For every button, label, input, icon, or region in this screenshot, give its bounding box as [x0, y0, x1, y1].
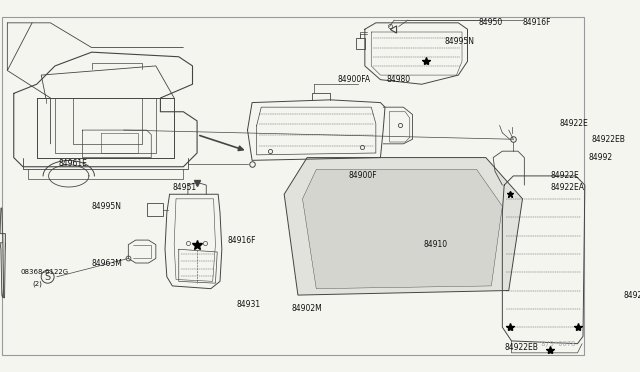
Text: 84950: 84950	[479, 18, 503, 27]
Bar	[147, 203, 163, 216]
Text: 84931: 84931	[237, 300, 260, 309]
Text: 84910: 84910	[424, 240, 447, 249]
Text: (2): (2)	[32, 281, 42, 287]
Bar	[356, 38, 365, 49]
Text: 84920: 84920	[623, 291, 640, 299]
Text: 84995N: 84995N	[92, 202, 122, 211]
Text: 84995N: 84995N	[445, 37, 475, 46]
Text: 84961E: 84961E	[58, 160, 87, 169]
Polygon shape	[0, 208, 6, 298]
Text: 84963M: 84963M	[92, 259, 122, 267]
Text: 84922E: 84922E	[559, 119, 588, 128]
Polygon shape	[303, 170, 502, 289]
Text: 84992: 84992	[589, 153, 612, 162]
Polygon shape	[284, 158, 522, 295]
Text: 84922EB: 84922EB	[591, 135, 625, 144]
Text: S: S	[45, 272, 51, 282]
Text: 08368-6122G: 08368-6122G	[20, 269, 68, 275]
Polygon shape	[0, 243, 6, 298]
Text: 84922EA: 84922EA	[550, 183, 584, 192]
Text: 84922E: 84922E	[550, 171, 579, 180]
Text: 84916F: 84916F	[227, 235, 256, 244]
Text: 84900FA: 84900FA	[337, 75, 371, 84]
Text: 84951: 84951	[172, 183, 196, 192]
Text: 84980: 84980	[387, 75, 411, 84]
Text: 84900F: 84900F	[348, 171, 377, 180]
Text: 84922EB: 84922EB	[504, 343, 538, 352]
Text: 84902M: 84902M	[291, 304, 323, 313]
Text: ^8/9*0078: ^8/9*0078	[538, 341, 575, 347]
Text: 84916F: 84916F	[522, 18, 551, 27]
